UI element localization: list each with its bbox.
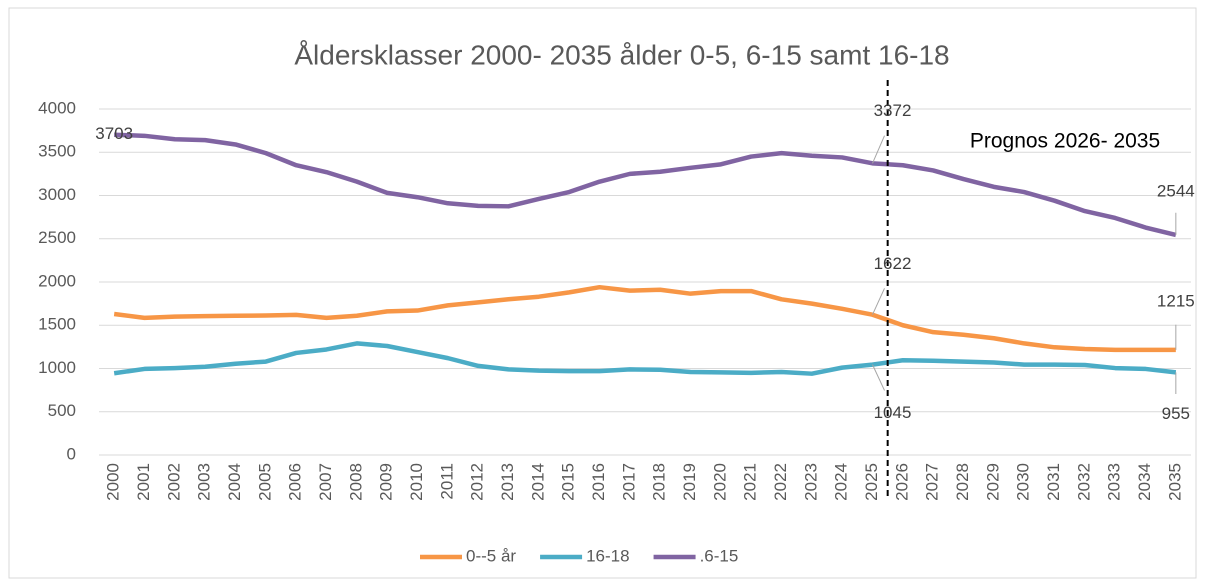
x-tick-label: 2009 [377,463,396,501]
x-tick-label: 2029 [983,463,1002,501]
data-label: 955 [1162,404,1190,423]
x-tick-label: 2031 [1044,463,1063,501]
y-tick-label: 1000 [38,358,76,377]
y-tick-label: 500 [48,401,76,420]
x-tick-label: 2011 [437,463,456,500]
leader-line [872,364,885,391]
x-tick-label: 2000 [104,463,123,501]
x-tick-label: 2032 [1074,463,1093,501]
x-tick-label: 2001 [134,463,153,501]
chart-title: Åldersklasser 2000- 2035 ålder 0-5, 6-15… [294,39,949,70]
data-label: 1215 [1157,291,1195,310]
x-tick-label: 2025 [862,463,881,501]
x-tick-label: 2010 [407,463,426,501]
series-line [113,341,1177,376]
y-tick-label: 4000 [38,98,76,117]
data-label: 3372 [874,101,912,120]
x-tick-label: 2035 [1165,463,1184,501]
x-tick-label: 2023 [801,463,820,501]
x-tick-label: 2028 [953,463,972,501]
legend-label: .6-15 [700,546,739,565]
x-tick-label: 2027 [923,463,942,501]
x-tick-label: 2021 [741,463,760,501]
y-tick-label: 0 [67,444,76,463]
x-tick-label: 2007 [316,463,335,501]
series-line [114,132,1177,238]
legend-label: 16-18 [586,546,629,565]
x-tick-label: 2015 [559,463,578,501]
data-label: 1045 [874,403,912,422]
x-tick-label: 2034 [1135,463,1154,501]
x-tick-label: 2003 [195,463,214,501]
y-tick-label: 2000 [38,271,76,290]
x-tick-label: 2005 [255,463,274,501]
y-tick-label: 1500 [38,315,76,334]
x-tick-label: 2024 [832,463,851,501]
data-label: 1622 [874,254,912,273]
x-tick-label: 2017 [619,463,638,501]
x-tick-label: 2033 [1105,463,1124,501]
leader-line [872,135,885,164]
series-line [113,284,1176,353]
x-tick-label: 2002 [164,463,183,501]
x-tick-label: 2019 [680,463,699,501]
x-tick-label: 2022 [771,463,790,501]
leader-line [872,288,885,315]
chart-border [8,7,1197,579]
x-tick-label: 2008 [346,463,365,501]
y-tick-label: 3500 [38,142,76,161]
x-tick-label: 2013 [498,463,517,501]
y-tick-label: 3000 [38,185,76,204]
data-label: 3703 [95,124,133,143]
y-tick-label: 2500 [38,228,76,247]
data-label: 2544 [1157,181,1195,200]
annotation: Prognos 2026- 2035 [970,130,1160,153]
x-tick-label: 2018 [650,463,669,501]
x-tick-label: 2030 [1014,463,1033,501]
x-tick-label: 2006 [286,463,305,501]
x-tick-label: 2012 [468,463,487,501]
x-tick-label: 2016 [589,463,608,501]
x-tick-label: 2026 [892,463,911,501]
x-tick-label: 2004 [225,463,244,501]
x-tick-label: 2020 [710,463,729,501]
x-tick-label: 2014 [528,463,547,501]
legend-label: 0--5 år [466,546,516,565]
